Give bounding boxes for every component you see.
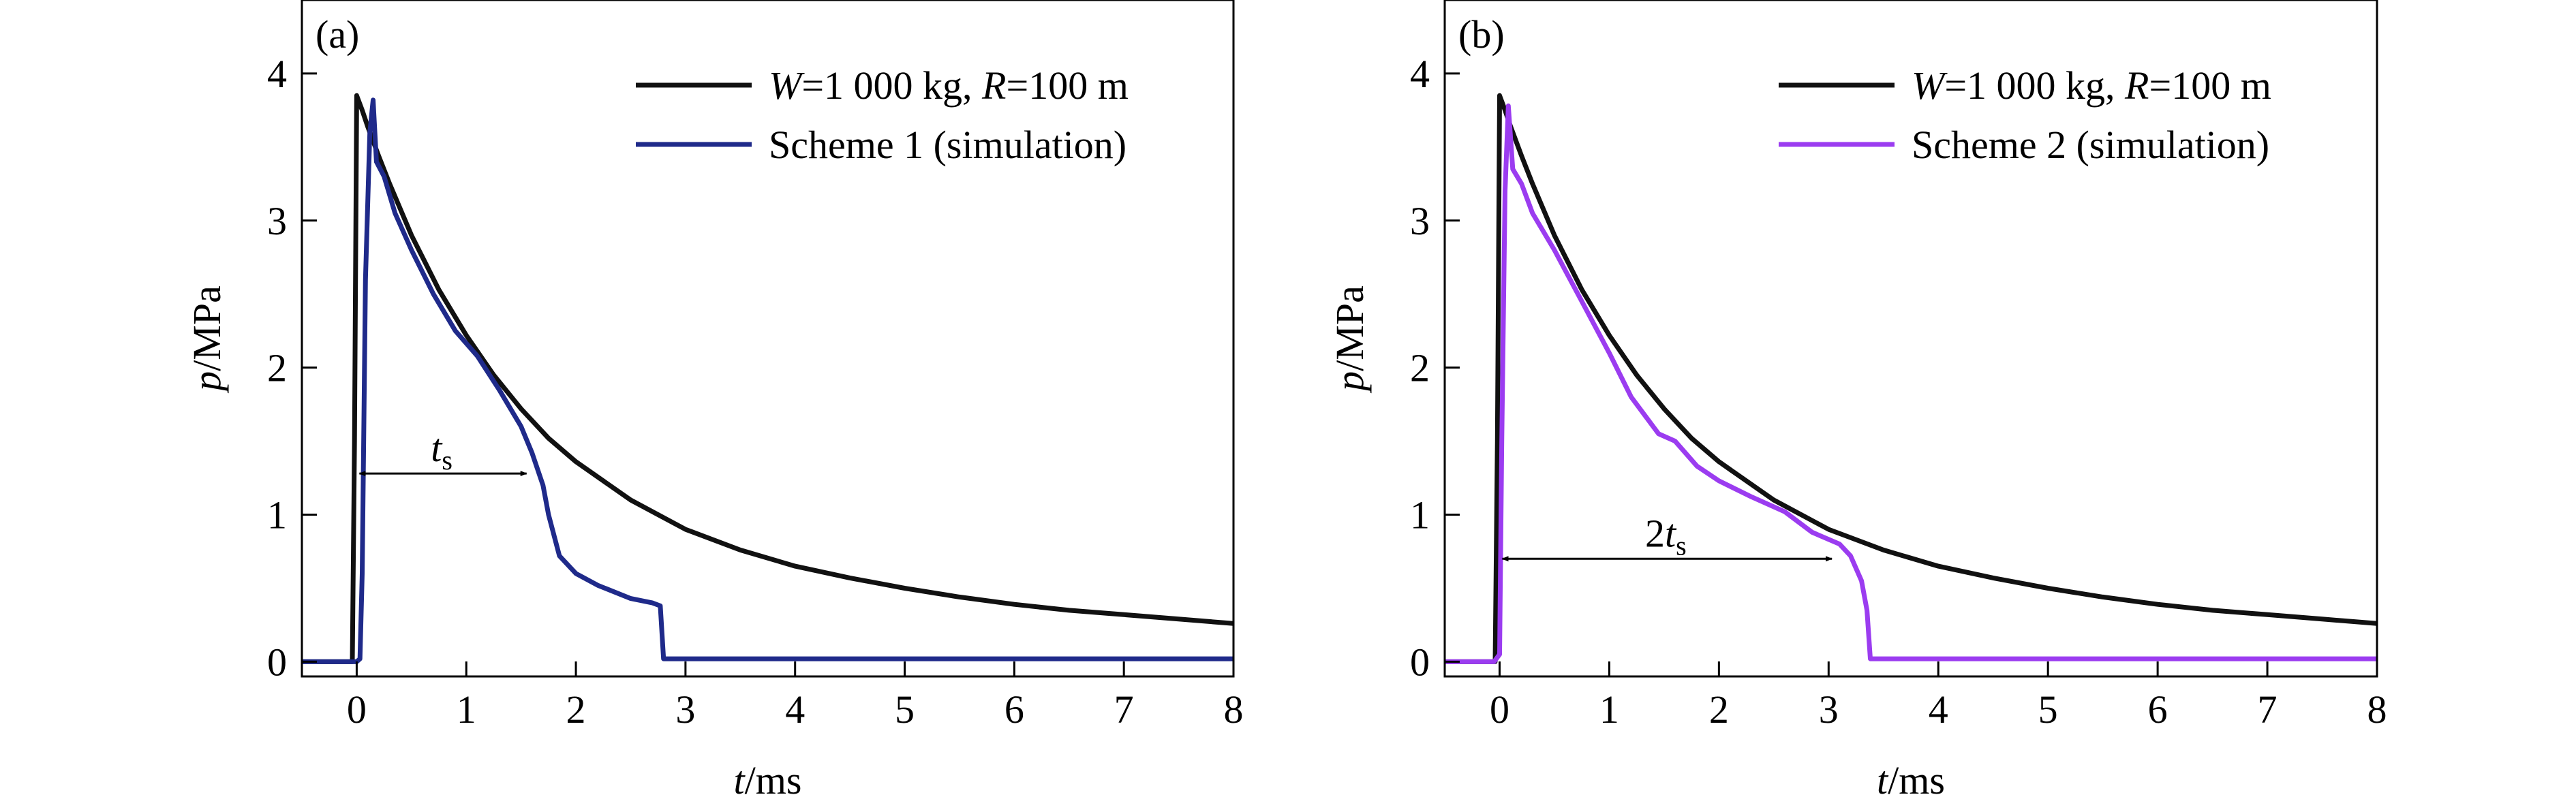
x-tick-label: 7 xyxy=(2258,687,2278,732)
x-axis-unit: /ms xyxy=(1888,758,1945,802)
series-line-reference xyxy=(302,93,1233,664)
y-axis-label: p/MPa xyxy=(185,285,229,394)
x-tick-label: 3 xyxy=(675,687,695,732)
x-tick-label: 1 xyxy=(457,687,476,732)
y-tick-label: 3 xyxy=(267,199,287,243)
y-axis-var: p xyxy=(185,371,229,394)
legend-entry: Scheme 1 (simulation) xyxy=(769,123,1126,167)
legend-text-part: W xyxy=(769,63,805,108)
series-line-simulation xyxy=(302,97,1233,664)
x-axis-unit: /ms xyxy=(745,758,802,802)
y-axis-label: p/MPa xyxy=(1328,285,1372,394)
legend-text-part: W xyxy=(1912,63,1948,108)
x-tick-label: 2 xyxy=(566,687,586,732)
legend-text-part: =100 m xyxy=(2149,63,2271,108)
plot-frame xyxy=(1443,0,2378,678)
series-line-simulation xyxy=(1445,103,2377,664)
duration-label: 2ts xyxy=(1645,511,1687,561)
plot-frame xyxy=(301,0,1235,678)
legend-text-part: =1 000 kg, xyxy=(1944,63,2125,108)
duration-label-num: 2 xyxy=(1645,511,1665,555)
y-tick-label: 4 xyxy=(267,52,287,96)
y-tick-label: 2 xyxy=(1410,346,1430,390)
x-tick-label: 0 xyxy=(1490,687,1509,732)
x-tick-label: 0 xyxy=(347,687,367,732)
series-line-reference xyxy=(1445,93,2377,664)
legend-entry: Scheme 2 (simulation) xyxy=(1912,123,2269,167)
legend-text: Scheme 2 (simulation) xyxy=(1912,123,2269,167)
x-tick-label: 7 xyxy=(1114,687,1134,732)
x-tick-label: 4 xyxy=(1929,687,1948,732)
x-tick-label: 8 xyxy=(1224,687,1244,732)
y-axis-unit: /MPa xyxy=(185,285,229,371)
legend-text-part: R xyxy=(981,63,1006,108)
x-tick-label: 5 xyxy=(895,687,915,732)
x-tick-label: 6 xyxy=(1005,687,1024,732)
x-tick-label: 5 xyxy=(2038,687,2058,732)
y-tick-label: 2 xyxy=(267,346,287,390)
y-tick-label: 0 xyxy=(267,640,287,684)
y-axis-unit: /MPa xyxy=(1328,285,1372,371)
legend-text-part: R xyxy=(2124,63,2149,108)
y-tick-label: 4 xyxy=(1410,52,1430,96)
y-tick-label: 3 xyxy=(1410,199,1430,243)
legend-text-part: =1 000 kg, xyxy=(801,63,982,108)
duration-label-var: t xyxy=(431,426,443,470)
x-tick-label: 4 xyxy=(785,687,805,732)
duration-label: ts xyxy=(431,426,453,475)
x-tick-label: 6 xyxy=(2148,687,2168,732)
panel-label: (b) xyxy=(1458,12,1505,57)
x-axis-label: t/ms xyxy=(1877,758,1945,802)
x-axis-label: t/ms xyxy=(734,758,802,802)
legend-text: Scheme 1 (simulation) xyxy=(769,123,1126,167)
y-tick-label: 1 xyxy=(1410,493,1430,537)
x-axis-var: t xyxy=(734,758,746,802)
x-tick-label: 3 xyxy=(1819,687,1839,732)
x-tick-label: 2 xyxy=(1709,687,1729,732)
duration-label-sub: s xyxy=(1676,530,1687,561)
x-tick-label: 1 xyxy=(1599,687,1619,732)
legend-text-part: =100 m xyxy=(1006,63,1128,108)
duration-label-var: t xyxy=(1665,511,1677,555)
duration-label-sub: s xyxy=(442,445,453,475)
y-tick-label: 0 xyxy=(1410,640,1430,684)
y-axis-var: p xyxy=(1328,371,1372,394)
y-tick-label: 1 xyxy=(267,493,287,537)
x-tick-label: 8 xyxy=(2367,687,2387,732)
x-axis-var: t xyxy=(1877,758,1889,802)
legend-entry: W=1 000 kg, R=100 m xyxy=(769,63,1129,108)
panel-label: (a) xyxy=(316,12,359,57)
legend-entry: W=1 000 kg, R=100 m xyxy=(1912,63,2271,108)
